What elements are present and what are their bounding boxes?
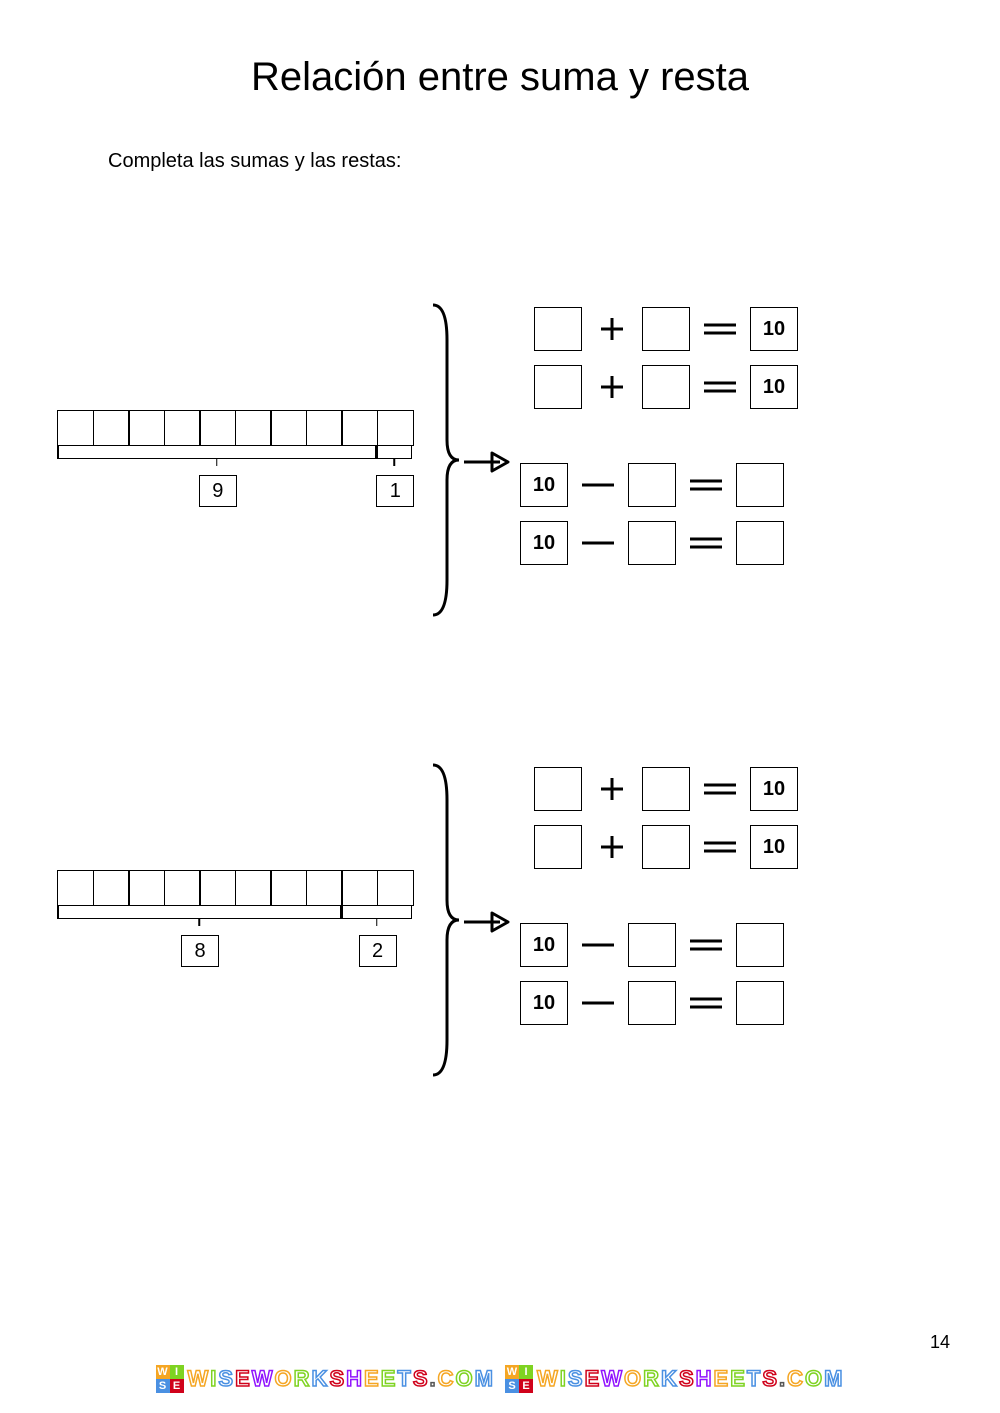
operand-box[interactable] [628, 463, 676, 507]
minus-icon [568, 470, 628, 500]
equation-row: 10 [520, 300, 798, 358]
bar-cell [93, 870, 130, 906]
equals-icon [690, 372, 750, 402]
bar-cell [341, 870, 378, 906]
bar-cell [306, 870, 343, 906]
watermark-unit: WISE WISEWORKSHEETS.COM [505, 1365, 845, 1393]
result-box[interactable]: 10 [750, 767, 798, 811]
result-box[interactable]: 10 [750, 825, 798, 869]
operand-box[interactable]: 10 [520, 521, 568, 565]
equation-row: 10 [520, 456, 798, 514]
minus-icon [568, 988, 628, 1018]
equation-row: 10 [520, 760, 798, 818]
equals-icon [690, 832, 750, 862]
equals-icon [690, 314, 750, 344]
bar-cell [164, 410, 201, 446]
bar-cell [270, 410, 307, 446]
operand-box[interactable] [628, 923, 676, 967]
result-box[interactable] [736, 521, 784, 565]
result-box[interactable] [736, 981, 784, 1025]
equals-icon [690, 774, 750, 804]
plus-icon [582, 774, 642, 804]
bar-cell [377, 870, 414, 906]
plus-icon [582, 832, 642, 862]
number-bar [57, 870, 414, 906]
watermark-unit: WISE WISEWORKSHEETS.COM [156, 1365, 496, 1393]
operand-box[interactable]: 10 [520, 923, 568, 967]
operand-box[interactable] [534, 825, 582, 869]
operand-box[interactable] [642, 767, 690, 811]
number-bar [57, 410, 414, 446]
plus-icon [582, 314, 642, 344]
page-title: Relación entre suma y resta [0, 55, 1000, 100]
minus-icon [568, 930, 628, 960]
equation-row: 10 [520, 818, 798, 876]
equation-row: 10 [520, 916, 798, 974]
part-a-label: 8 [181, 935, 219, 967]
result-box[interactable]: 10 [750, 365, 798, 409]
plus-icon [582, 372, 642, 402]
bar-cell [164, 870, 201, 906]
operand-box[interactable]: 10 [520, 463, 568, 507]
underbrace-b [377, 448, 413, 459]
operand-box[interactable] [628, 521, 676, 565]
operand-box[interactable] [642, 307, 690, 351]
watermark-logo: WISE [156, 1365, 184, 1393]
equals-icon [676, 528, 736, 558]
minus-icon [568, 528, 628, 558]
result-box[interactable] [736, 923, 784, 967]
underbrace-a [57, 908, 341, 919]
operand-box[interactable] [534, 307, 582, 351]
bar-cell [199, 410, 236, 446]
equals-icon [676, 470, 736, 500]
part-b-label: 1 [376, 475, 414, 507]
bar-cell [128, 410, 165, 446]
arrow-icon [462, 450, 512, 479]
equals-icon [676, 988, 736, 1018]
part-a-label: 9 [199, 475, 237, 507]
bar-cell [199, 870, 236, 906]
equation-row: 10 [520, 514, 798, 572]
bar-cell [235, 870, 272, 906]
bar-cell [377, 410, 414, 446]
equation-row: 10 [520, 974, 798, 1032]
operand-box[interactable] [642, 825, 690, 869]
result-box[interactable] [736, 463, 784, 507]
big-brace-icon [425, 760, 460, 1085]
operand-box[interactable] [534, 767, 582, 811]
bar-cell [93, 410, 130, 446]
part-b-label: 2 [359, 935, 397, 967]
operand-box[interactable] [642, 365, 690, 409]
problem-1: 9 1 10 10 10 10 [50, 300, 950, 630]
operand-box[interactable] [534, 365, 582, 409]
watermark-text: WISEWORKSHEETS.COM [188, 1366, 496, 1392]
problem-2: 8 2 10 10 10 10 [50, 760, 950, 1090]
underbrace-b [341, 908, 412, 919]
equations-group: 10 10 10 10 [520, 760, 798, 1032]
bar-cell [235, 410, 272, 446]
watermark-logo: WISE [505, 1365, 533, 1393]
bar-cell [270, 870, 307, 906]
big-brace-icon [425, 300, 460, 625]
bar-cell [57, 870, 94, 906]
page-number: 14 [930, 1332, 950, 1353]
underbrace-a [57, 448, 377, 459]
operand-box[interactable] [628, 981, 676, 1025]
equations-group: 10 10 10 10 [520, 300, 798, 572]
result-box[interactable]: 10 [750, 307, 798, 351]
bar-cell [341, 410, 378, 446]
arrow-icon [462, 910, 512, 939]
bar-cell [306, 410, 343, 446]
bar-cell [128, 870, 165, 906]
watermark-text: WISEWORKSHEETS.COM [537, 1366, 845, 1392]
instruction-text: Completa las sumas y las restas: [108, 150, 401, 173]
bar-cell [57, 410, 94, 446]
operand-box[interactable]: 10 [520, 981, 568, 1025]
equation-row: 10 [520, 358, 798, 416]
watermark: WISE WISEWORKSHEETS.COM WISE WISEWORKSHE… [0, 1365, 1000, 1393]
equals-icon [676, 930, 736, 960]
